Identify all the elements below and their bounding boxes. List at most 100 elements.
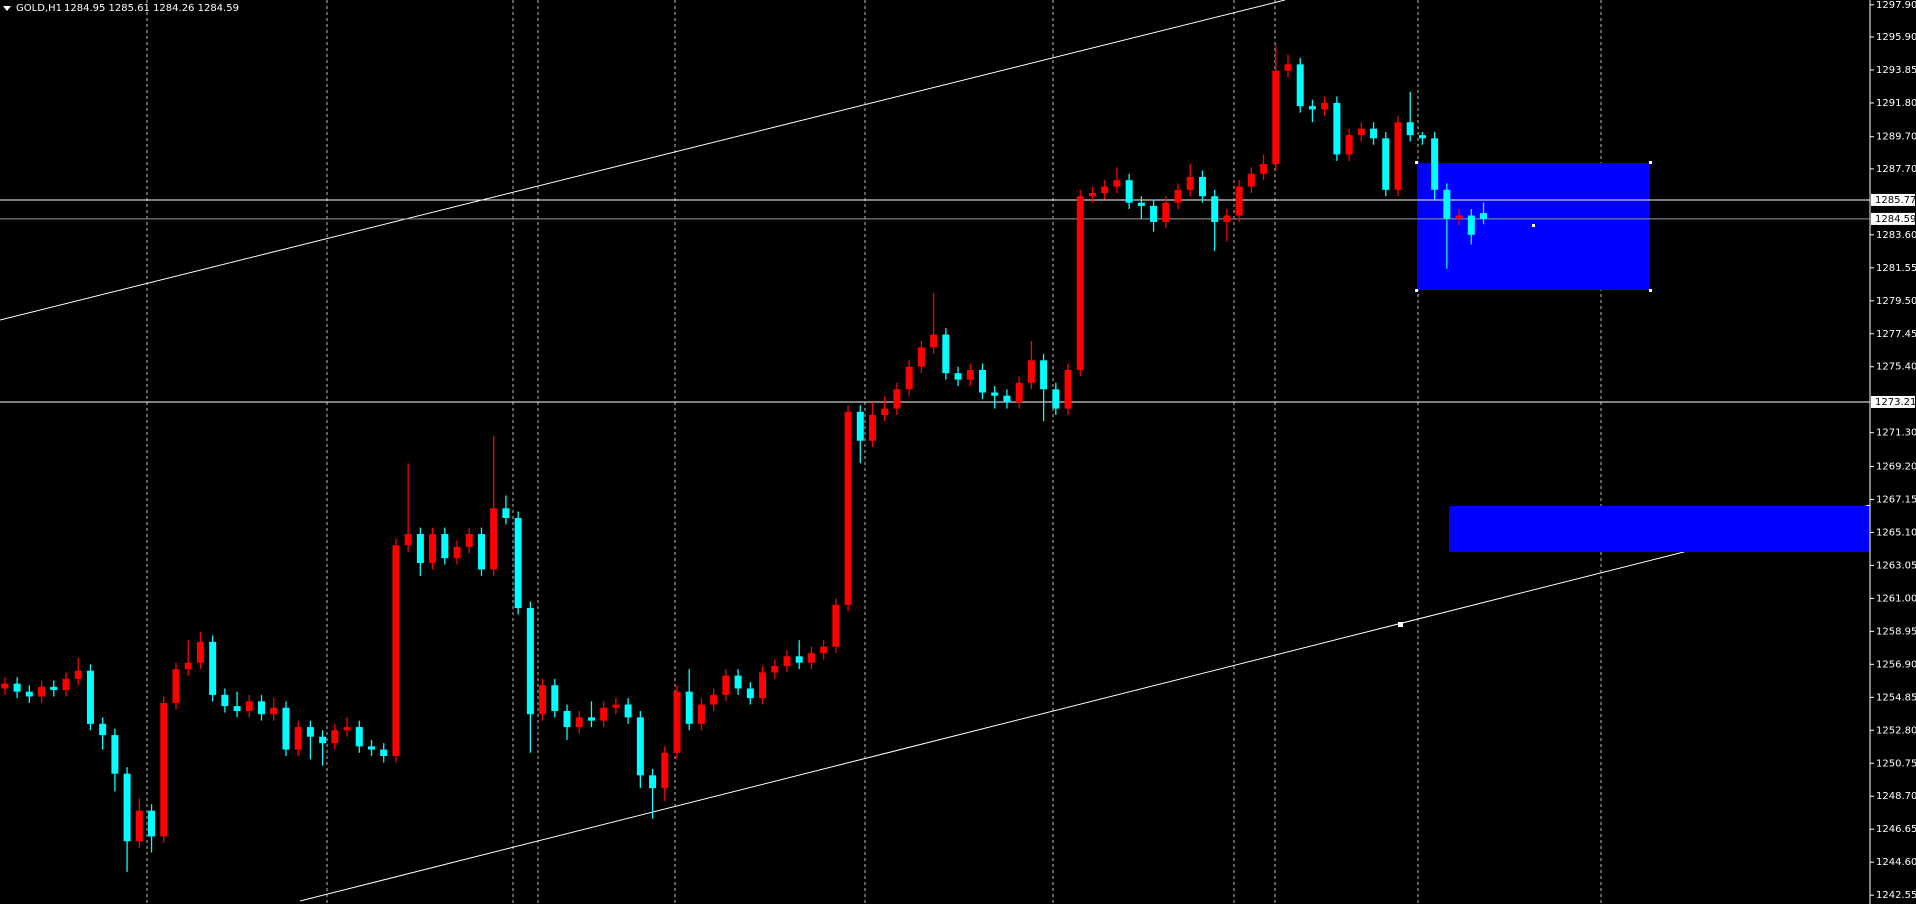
y-tick-label: 1297.90 bbox=[1876, 0, 1916, 11]
candle-body bbox=[1186, 176, 1194, 190]
candle-body bbox=[294, 727, 302, 750]
candle-body bbox=[62, 678, 70, 691]
candle-body bbox=[490, 508, 498, 570]
candle-body bbox=[1150, 205, 1158, 222]
candle-body bbox=[710, 694, 718, 705]
candle-body bbox=[636, 717, 644, 776]
candle-body bbox=[1113, 180, 1121, 187]
candle-body bbox=[1101, 186, 1109, 194]
candle-body bbox=[86, 670, 94, 724]
candle-body bbox=[282, 707, 290, 750]
price-label: 1273.21 bbox=[1875, 397, 1916, 408]
candle-body bbox=[563, 710, 571, 728]
candle-body bbox=[856, 411, 864, 441]
candle-body bbox=[13, 683, 21, 692]
candle-body bbox=[429, 534, 437, 563]
anchor-points bbox=[1398, 161, 1652, 627]
candle-body bbox=[917, 347, 925, 367]
candle-body bbox=[1088, 193, 1096, 197]
candle-body bbox=[661, 752, 669, 789]
candle-body bbox=[526, 608, 534, 715]
candle-body bbox=[1223, 215, 1231, 222]
candle-body bbox=[25, 691, 33, 697]
candle-body bbox=[1015, 382, 1023, 403]
y-tick-label: 1269.20 bbox=[1876, 461, 1916, 472]
candle-body bbox=[1125, 180, 1133, 203]
y-tick-label: 1291.80 bbox=[1876, 98, 1916, 109]
y-tick-label: 1242.55 bbox=[1876, 890, 1916, 901]
anchor bbox=[1415, 289, 1418, 292]
candle-body bbox=[1321, 102, 1329, 110]
candle-body bbox=[196, 641, 204, 663]
candle-body bbox=[1333, 102, 1341, 155]
y-tick-label: 1254.85 bbox=[1876, 692, 1916, 703]
candle-body bbox=[50, 686, 58, 691]
candle-body bbox=[172, 669, 180, 703]
candle-body bbox=[135, 810, 143, 842]
candle-body bbox=[331, 730, 339, 744]
anchor bbox=[1649, 161, 1652, 164]
candle-body bbox=[502, 508, 510, 518]
candle-body bbox=[1272, 70, 1280, 165]
y-tick-label: 1295.90 bbox=[1876, 32, 1916, 43]
candle-body bbox=[1431, 138, 1439, 190]
y-tick-label: 1248.70 bbox=[1876, 791, 1916, 802]
candle-body bbox=[844, 411, 852, 605]
y-tick-label: 1289.70 bbox=[1876, 132, 1916, 143]
candle-body bbox=[832, 604, 840, 647]
candle-body bbox=[1345, 135, 1353, 155]
anchor bbox=[1415, 161, 1418, 164]
lower-trendline bbox=[299, 504, 1871, 902]
candle-body bbox=[38, 686, 46, 697]
candle-body bbox=[258, 701, 266, 715]
candle-body bbox=[612, 704, 620, 708]
candle-body bbox=[306, 727, 314, 737]
zone-rectangle bbox=[1449, 506, 1870, 552]
y-tick-label: 1293.85 bbox=[1876, 65, 1916, 76]
candle-body bbox=[1027, 360, 1035, 383]
anchor bbox=[1532, 224, 1535, 227]
candle-body bbox=[221, 694, 229, 707]
candle-body bbox=[1370, 128, 1378, 139]
candle-body bbox=[624, 704, 632, 718]
candle-body bbox=[1296, 64, 1304, 107]
candle-body bbox=[1443, 189, 1451, 219]
candle-body bbox=[893, 389, 901, 409]
ohlc-readout: 1284.95 1285.61 1284.26 1284.59 bbox=[64, 3, 239, 14]
anchor bbox=[1649, 289, 1652, 292]
candle-body bbox=[746, 688, 754, 699]
anchor bbox=[1398, 622, 1403, 627]
candle-body bbox=[979, 369, 986, 393]
candle-body bbox=[869, 415, 877, 441]
candle-body bbox=[807, 653, 815, 663]
candle-body bbox=[404, 534, 412, 546]
candle-body bbox=[1076, 196, 1084, 370]
y-tick-label: 1283.60 bbox=[1876, 230, 1916, 241]
candle-body bbox=[1174, 189, 1182, 203]
candle-body bbox=[514, 517, 522, 609]
candle-body bbox=[1406, 122, 1414, 136]
candle-body bbox=[99, 723, 107, 736]
price-label-box bbox=[1871, 193, 1915, 206]
candle-body bbox=[930, 334, 938, 348]
candle-body bbox=[1040, 360, 1048, 390]
candle-body bbox=[551, 685, 559, 711]
y-tick-label: 1258.95 bbox=[1876, 626, 1916, 637]
candle-body bbox=[966, 369, 974, 380]
candle-body bbox=[270, 707, 278, 715]
symbol: GOLD,H1 bbox=[16, 3, 62, 14]
candle-body bbox=[1064, 369, 1072, 409]
candle-body bbox=[1247, 173, 1255, 187]
candle-body bbox=[392, 545, 400, 757]
y-tick-label: 1287.70 bbox=[1876, 164, 1916, 175]
menu-arrow[interactable] bbox=[3, 6, 11, 11]
candle-body bbox=[465, 534, 473, 547]
candle-body bbox=[1308, 106, 1316, 110]
candle-body bbox=[685, 691, 693, 724]
y-tick-label: 1252.80 bbox=[1876, 725, 1916, 736]
y-tick-label: 1256.90 bbox=[1876, 659, 1916, 670]
candle-body bbox=[1235, 186, 1243, 216]
candle-body bbox=[74, 670, 82, 679]
candle-body bbox=[954, 373, 962, 380]
